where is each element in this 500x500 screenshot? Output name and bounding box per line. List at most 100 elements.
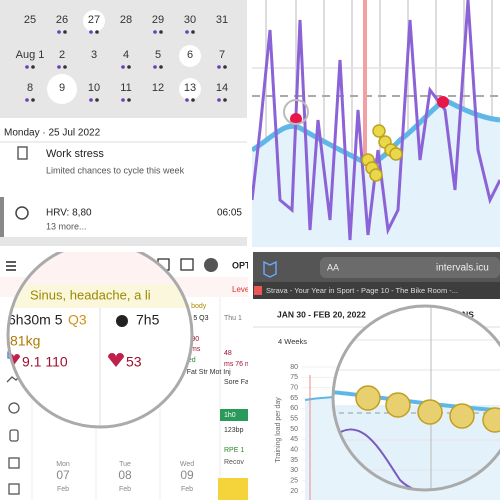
y-tick-label: 35	[290, 457, 298, 464]
entry-text: 1h0	[224, 412, 236, 419]
day-number: 10	[88, 82, 100, 94]
day-highlight	[179, 45, 201, 67]
hover-ring	[283, 99, 309, 125]
day-number: 3	[91, 49, 97, 61]
mag-next: 7h5	[136, 312, 160, 328]
day-number: 4	[123, 49, 129, 61]
y-tick-label: 70	[290, 385, 298, 392]
avatar[interactable]	[204, 258, 218, 272]
day-dot	[25, 98, 29, 102]
level-label: Leve	[232, 285, 250, 294]
day-number: 5	[155, 49, 161, 61]
y-tick-label: 20	[290, 488, 298, 495]
book-icon[interactable]	[180, 258, 194, 271]
day-number: 27	[88, 14, 100, 26]
activity-dots	[361, 124, 403, 182]
y-tick-label: 30	[290, 467, 298, 474]
day-highlight	[179, 78, 201, 100]
mag-weight: 81kg	[10, 333, 40, 349]
day-number: 9	[59, 82, 65, 94]
entry-text: Thu 1	[224, 315, 242, 322]
day-number: 12	[152, 82, 164, 94]
hrv-bar	[0, 197, 4, 237]
entry-text: Recov	[224, 459, 244, 466]
hrv-value: HRV: 8,80	[46, 208, 92, 219]
day-num: 09	[180, 468, 194, 482]
day-dot	[121, 98, 125, 102]
day-dot	[159, 30, 163, 34]
day-number: 13	[184, 82, 196, 94]
magnifier-rim	[331, 304, 500, 492]
journal-screen: OPT Leve in the body 8h53m 5 Q381kg47 8.…	[0, 252, 258, 500]
day-dot	[191, 30, 195, 34]
thu-column: Thu 1 48 ms 76 m Sore Fat S 1h0 123bp RPE 1 Rec…	[220, 315, 258, 466]
day-name: Tue	[119, 461, 131, 468]
day-highlight	[47, 74, 77, 104]
hrv-icon	[15, 206, 29, 220]
note-text: Limited chances to cycle this week	[46, 165, 185, 175]
day-dot	[31, 98, 35, 102]
note-title: Work stress	[46, 148, 104, 160]
menu-label[interactable]: OPT	[232, 260, 251, 270]
day-dot	[57, 30, 61, 34]
day-dot	[159, 65, 163, 69]
day-month: Feb	[119, 486, 131, 493]
menu-icon[interactable]	[6, 261, 16, 271]
day-number: 28	[120, 14, 132, 26]
in-body: in the body	[172, 303, 207, 310]
day-dot	[185, 30, 189, 34]
entry-text: 123bp	[224, 427, 244, 434]
activity-tile	[218, 478, 248, 500]
day-dot	[127, 98, 131, 102]
day-dot	[223, 98, 227, 102]
entry-text: RPE 1	[224, 447, 244, 454]
day-date: Monday · 25 Jul 2022	[4, 128, 101, 139]
activity-badge	[220, 409, 248, 421]
day-name: Wed	[180, 461, 194, 468]
calendar-grid: 25 26 27 28 29 30 31 Aug 1 2 3 4 5 6 7 8 9 10 11 12 13 14	[16, 10, 228, 104]
day-number: 26	[56, 14, 68, 26]
event-dot	[290, 113, 302, 125]
period: 4 Weeks	[278, 337, 307, 346]
entry-text: Sore Fat S	[224, 379, 258, 386]
tab-icon	[254, 286, 262, 295]
day-number: 29	[152, 14, 164, 26]
tab-bar	[253, 282, 500, 299]
chart-screen	[252, 0, 500, 247]
day-num: 07	[56, 468, 70, 482]
date-range[interactable]: JAN 30 - FEB 20, 2022	[277, 309, 366, 319]
more-link[interactable]: 13 more...	[46, 221, 87, 231]
y-tick-label: 50	[290, 426, 298, 433]
bookmarks-icon[interactable]	[263, 260, 277, 278]
day-dot	[223, 65, 227, 69]
y-tick-label: 45	[290, 436, 298, 443]
mag-note: Sinus, headache, a li	[30, 287, 151, 302]
y-axis-title: Training load per day	[275, 397, 282, 463]
hr-line	[252, 0, 500, 241]
day-dot	[95, 30, 99, 34]
y-tick-label: 60	[290, 405, 298, 412]
url-bar[interactable]	[320, 257, 500, 278]
event-dot	[437, 96, 449, 108]
day-number: 11	[120, 82, 131, 94]
day-dot	[89, 30, 93, 34]
heart-icon	[108, 353, 124, 367]
text-size[interactable]: AA	[327, 262, 339, 272]
mag-sleep: 6h30m 5	[8, 312, 63, 328]
day-month: Feb	[181, 486, 193, 493]
day-dot	[95, 98, 99, 102]
url[interactable]: intervals.icu	[436, 263, 489, 274]
day-number: Aug 1	[16, 49, 45, 61]
day-dot	[57, 65, 61, 69]
day-num: 08	[118, 468, 132, 482]
tab-title[interactable]: Strava - Your Year in Sport - Page 10 - …	[266, 286, 458, 295]
day-dot	[153, 30, 157, 34]
mag-hr: 53	[126, 354, 142, 370]
y-tick-label: 80	[290, 364, 298, 371]
day-dot	[153, 65, 157, 69]
day-dot	[31, 65, 35, 69]
day-dot	[191, 98, 195, 102]
calendar-screen: 25 26 27 28 29 30 31 Aug 1 2 3 4 5 6 7 8 9 10 11 12 13 14 Mo…	[0, 0, 247, 246]
